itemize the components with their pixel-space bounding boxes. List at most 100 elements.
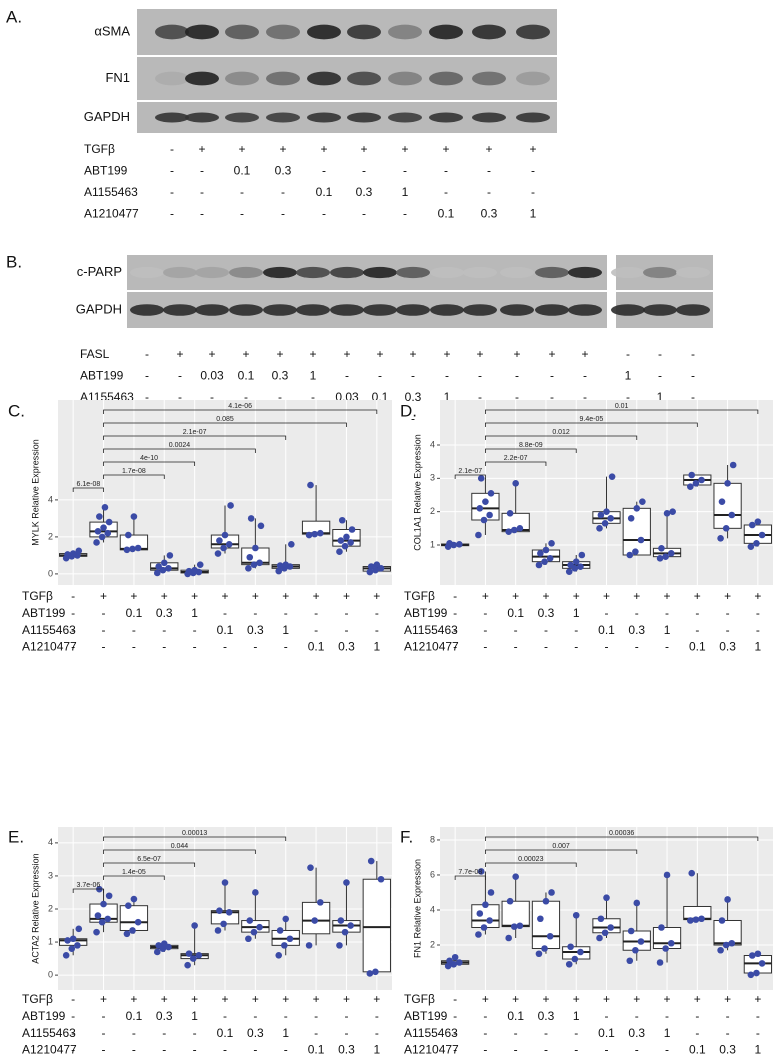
treatment-value: - xyxy=(170,185,174,199)
treatment-value: - xyxy=(223,640,227,654)
treatment-value: - xyxy=(200,185,204,199)
data-point xyxy=(307,481,314,489)
treatment-value: - xyxy=(375,1009,379,1023)
data-point xyxy=(565,568,573,575)
treatment-value: - xyxy=(71,589,75,603)
treatment-value: - xyxy=(314,606,318,620)
treatment-value: + xyxy=(208,347,215,361)
significance-bracket xyxy=(485,422,698,427)
data-point xyxy=(220,544,227,552)
blot-band xyxy=(429,71,463,86)
treatment-value: 1 xyxy=(444,390,451,404)
treatment-value: 0.1 xyxy=(598,1026,615,1040)
blot-band xyxy=(307,24,341,40)
data-point xyxy=(377,875,385,883)
significance-bracket xyxy=(485,435,638,440)
treatment-value: 0.3 xyxy=(247,1026,264,1040)
data-point xyxy=(456,959,463,966)
blot-band xyxy=(155,112,189,123)
treatment-value: - xyxy=(178,369,182,383)
treatment-value: - xyxy=(756,1026,760,1040)
data-point xyxy=(276,562,284,569)
treatment-name: ABT199 xyxy=(22,606,66,620)
blot-band xyxy=(266,24,300,40)
treatment-value: - xyxy=(132,1026,136,1040)
y-tick-label: 1 xyxy=(430,539,435,549)
treatment-value: - xyxy=(695,1009,699,1023)
data-point xyxy=(337,917,345,924)
p-value: 2.1e-07 xyxy=(458,468,482,475)
treatment-value: - xyxy=(223,606,227,620)
data-point xyxy=(446,957,453,965)
data-point xyxy=(348,526,356,533)
data-point xyxy=(722,525,730,532)
treatment-value: - xyxy=(71,1009,75,1023)
treatment-value: + xyxy=(476,347,483,361)
treatment-value: - xyxy=(483,1009,487,1023)
significance-bracket xyxy=(485,836,759,841)
data-point xyxy=(227,502,234,509)
treatment-value: + xyxy=(282,992,289,1006)
blot-band xyxy=(195,304,229,316)
data-point xyxy=(216,537,223,544)
treatment-value: + xyxy=(401,142,408,156)
data-point xyxy=(444,962,452,970)
data-point xyxy=(717,535,724,542)
blot-band xyxy=(363,266,397,279)
treatment-value: - xyxy=(635,640,639,654)
treatment-value: - xyxy=(626,347,630,361)
blot-band xyxy=(347,24,381,40)
data-point xyxy=(105,518,113,526)
data-point xyxy=(101,504,109,511)
treatment-value: 0.3 xyxy=(628,1026,645,1040)
treatment-value: - xyxy=(284,1043,288,1057)
treatment-name: TGFβ xyxy=(22,992,53,1006)
treatment-value: + xyxy=(221,589,228,603)
data-point xyxy=(542,897,550,905)
data-point xyxy=(153,948,161,956)
blot-band xyxy=(185,24,219,40)
blot-band xyxy=(396,304,430,316)
treatment-name: FASL xyxy=(80,347,110,361)
treatment-value: 0.3 xyxy=(719,1043,736,1057)
panel-label: E. xyxy=(8,827,24,846)
treatment-value: + xyxy=(176,347,183,361)
treatment-value: 1 xyxy=(373,640,380,654)
blot-band xyxy=(472,24,506,40)
treatment-value: - xyxy=(691,390,695,404)
treatment-value: - xyxy=(695,1026,699,1040)
treatment-value: + xyxy=(343,347,350,361)
treatment-value: - xyxy=(200,207,204,221)
treatment-value: - xyxy=(605,640,609,654)
data-point xyxy=(692,480,700,487)
treatment-value: - xyxy=(102,1026,106,1040)
data-point xyxy=(656,959,664,966)
data-point xyxy=(506,510,514,517)
box xyxy=(471,492,500,521)
y-tick-label: 2 xyxy=(48,903,53,913)
treatment-name: A1210477 xyxy=(22,1043,77,1057)
treatment-value: 1 xyxy=(573,606,580,620)
data-point xyxy=(627,515,635,522)
data-point xyxy=(477,868,485,875)
data-point xyxy=(257,522,265,530)
treatment-value: - xyxy=(756,623,760,637)
treatment-value: - xyxy=(453,606,457,620)
treatment-value: + xyxy=(161,992,168,1006)
treatment-value: - xyxy=(344,623,348,637)
data-point xyxy=(130,513,138,520)
treatment-name: TGFβ xyxy=(84,142,115,156)
treatment-value: + xyxy=(282,589,289,603)
data-point xyxy=(256,559,263,567)
treatment-value: 0.1 xyxy=(438,207,455,221)
blot-band xyxy=(516,71,550,86)
treatment-value: 1 xyxy=(402,185,409,199)
treatment-value: + xyxy=(754,992,761,1006)
treatment-value: + xyxy=(724,992,731,1006)
treatment-value: - xyxy=(102,1043,106,1057)
data-point xyxy=(256,923,263,931)
treatment-value: - xyxy=(71,1043,75,1057)
treatment-value: - xyxy=(626,390,630,404)
data-point xyxy=(282,915,290,923)
data-point xyxy=(608,473,616,480)
